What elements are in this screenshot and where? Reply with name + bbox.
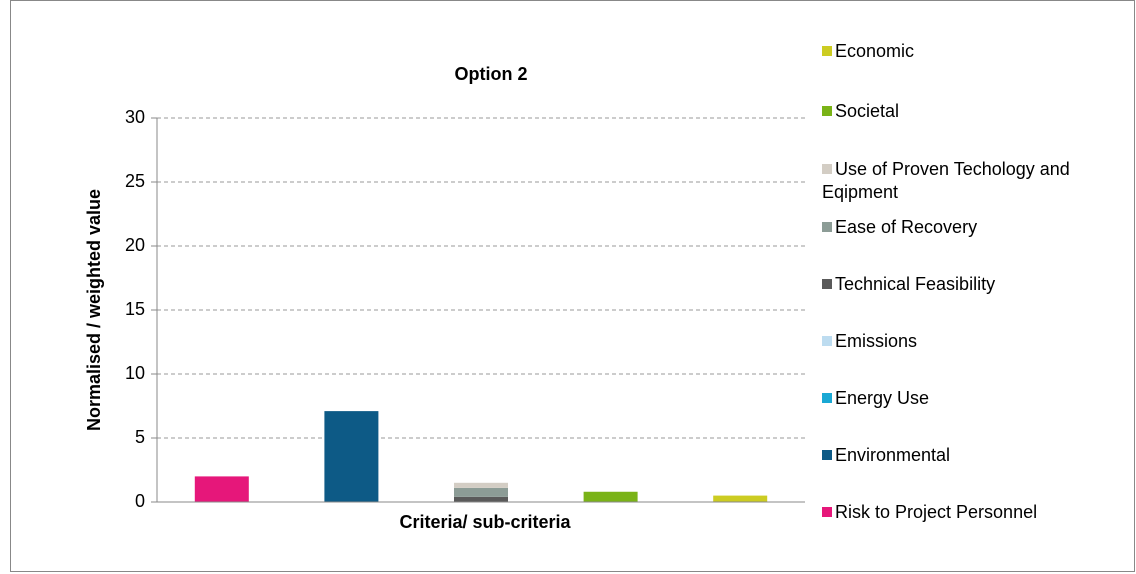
legend-swatch xyxy=(822,450,832,460)
bar-segment xyxy=(194,476,249,502)
bar-segment xyxy=(583,491,638,502)
chart-title: Option 2 xyxy=(455,64,528,84)
legend-swatch xyxy=(822,393,832,403)
bar-segment xyxy=(713,495,768,502)
legend-item: Environmental xyxy=(822,444,1122,467)
legend-label: Environmental xyxy=(835,445,951,465)
legend-label: Ease of Recovery xyxy=(835,217,978,237)
legend-label: Emissions xyxy=(835,331,918,351)
y-tick-label: 0 xyxy=(135,491,145,511)
legend-label: Energy Use xyxy=(835,388,930,408)
legend-label: Societal xyxy=(835,101,900,121)
legend-item: Use of Proven Techology and Eqipment xyxy=(822,158,1122,204)
y-tick-label: 10 xyxy=(125,363,145,383)
legend-swatch xyxy=(822,164,832,174)
bar-segment xyxy=(454,487,508,497)
legend-label: Economic xyxy=(835,41,915,61)
legend-swatch xyxy=(822,279,832,289)
chart-border xyxy=(10,0,1135,572)
y-tick-label: 25 xyxy=(125,171,145,191)
y-tick-label: 15 xyxy=(125,299,145,319)
legend-swatch xyxy=(822,507,832,517)
legend-item: Emissions xyxy=(822,330,1122,353)
y-tick-label: 20 xyxy=(125,235,145,255)
legend-label: Technical Feasibility xyxy=(835,274,996,294)
legend-item: Risk to Project Personnel xyxy=(822,501,1122,524)
legend-label: Risk to Project Personnel xyxy=(835,502,1038,522)
legend-item: Technical Feasibility xyxy=(822,273,1122,296)
y-axis-label: Normalised / weighted value xyxy=(84,189,104,431)
legend-item: Societal xyxy=(822,100,1122,123)
bar-segment xyxy=(454,496,508,502)
legend-item: Economic xyxy=(822,40,1122,63)
legend-item: Ease of Recovery xyxy=(822,216,1122,239)
y-tick-label: 5 xyxy=(135,427,145,447)
legend-swatch xyxy=(822,46,832,56)
legend-item: Energy Use xyxy=(822,387,1122,410)
y-tick-label: 30 xyxy=(125,107,145,127)
legend-swatch xyxy=(822,106,832,116)
legend-label: Use of Proven Techology and Eqipment xyxy=(822,159,1070,202)
bar-segment xyxy=(324,411,379,502)
legend-swatch xyxy=(822,222,832,232)
x-axis-label: Criteria/ sub-criteria xyxy=(399,512,571,532)
bar-segment xyxy=(454,482,508,488)
legend-swatch xyxy=(822,336,832,346)
